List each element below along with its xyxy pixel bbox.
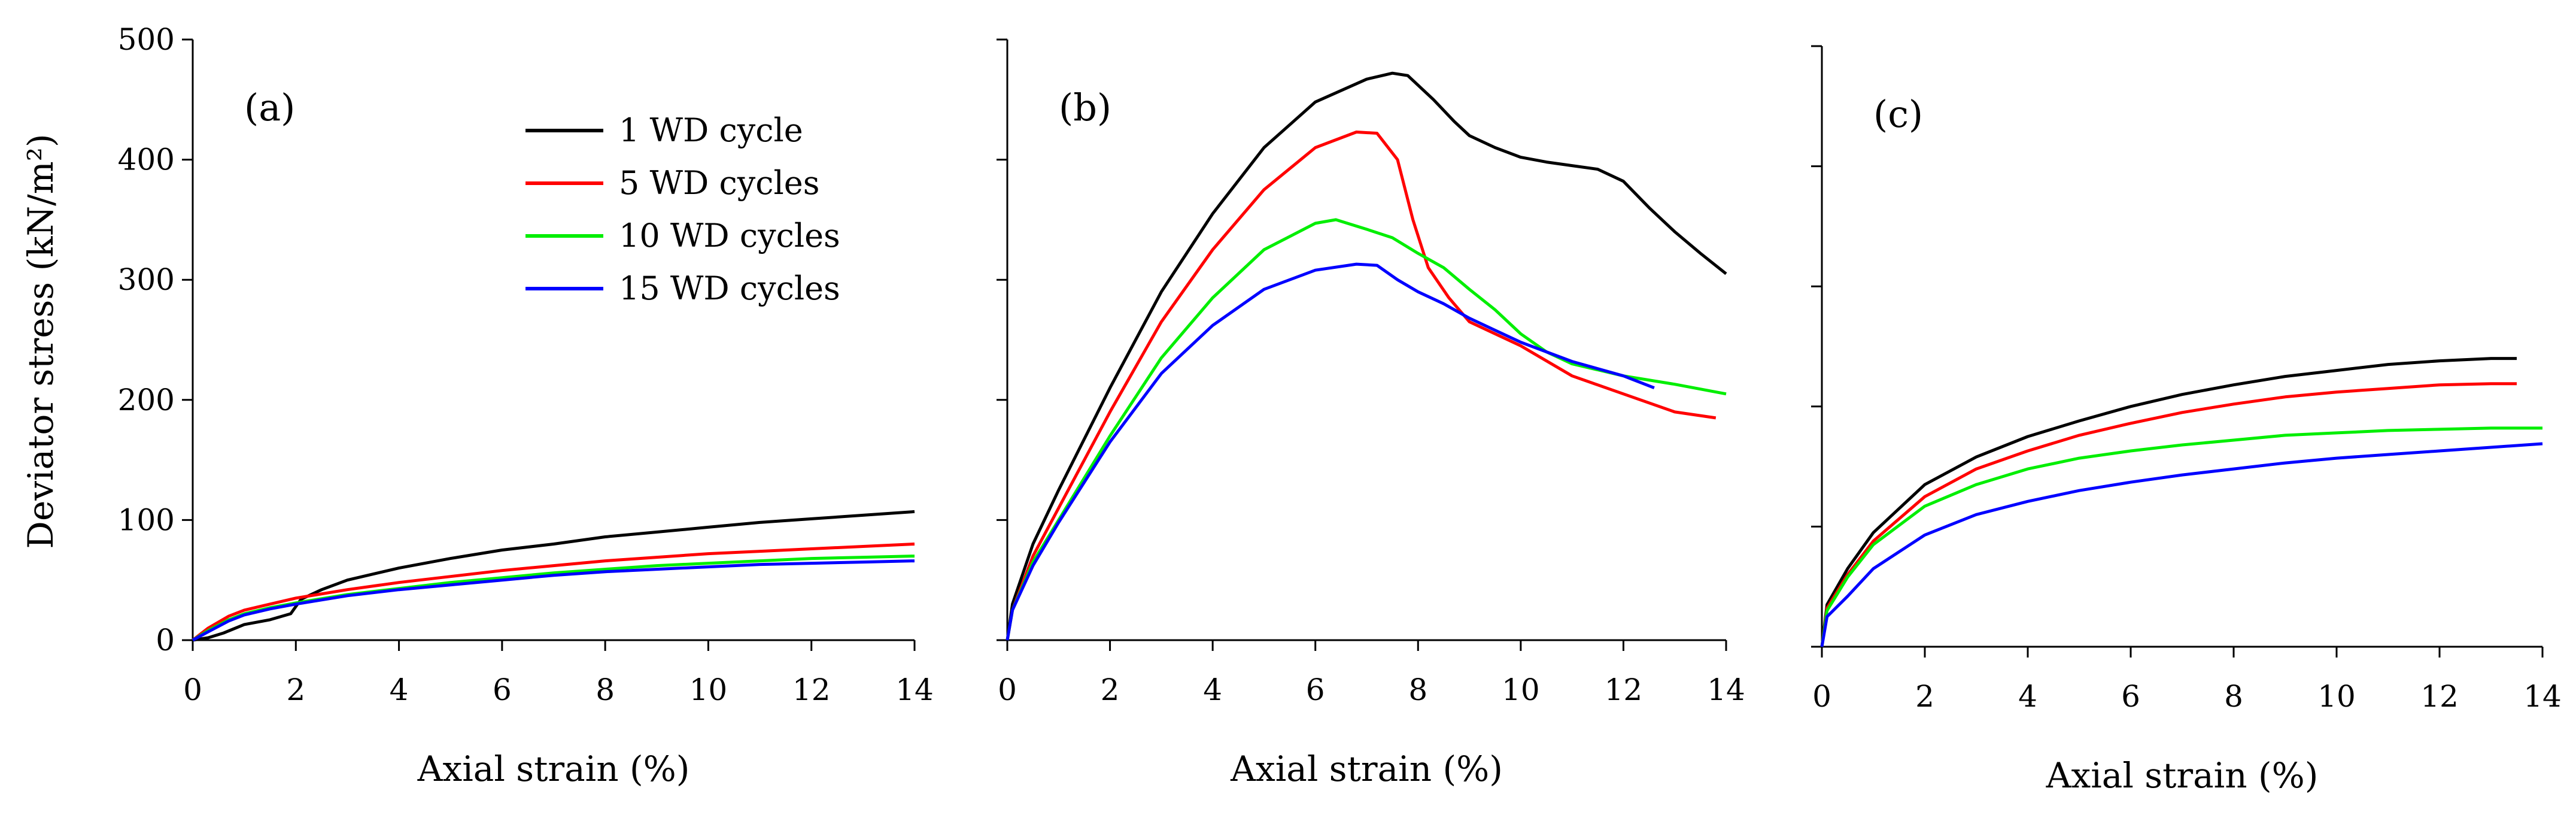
panel-label: (c) — [1873, 92, 1923, 136]
series-line-1 — [1006, 71, 1727, 641]
x-tick-label: 0 — [1812, 679, 1831, 714]
x-tick-label: 14 — [2523, 679, 2562, 714]
legend-label-2: 5 WD cycles — [619, 164, 819, 202]
x-tick-label: 14 — [895, 672, 934, 707]
legend-label-4: 15 WD cycles — [619, 269, 840, 307]
x-tick-label: 10 — [689, 672, 728, 707]
series-line-3 — [1006, 218, 1727, 641]
legend-label-3: 10 WD cycles — [619, 217, 840, 255]
panel-1: 0 100 200 300 400 500 0 2 4 6 8 10 12 14 Axial strain … — [118, 22, 934, 789]
series-line-3 — [1820, 426, 2542, 647]
x-axis-title: Axial strain (%) — [417, 749, 690, 789]
x-tick-label: 10 — [1502, 672, 1540, 707]
x-tick-label: 6 — [1306, 672, 1325, 707]
panel-label: (a) — [244, 86, 295, 129]
series-line-4 — [1820, 442, 2543, 647]
x-tick-label: 6 — [2121, 679, 2140, 714]
y-tick-label: 400 — [118, 143, 175, 177]
x-tick-label: 0 — [998, 672, 1017, 707]
x-tick-label: 14 — [1707, 672, 1745, 707]
y-tick-label: 0 — [156, 623, 175, 658]
y-tick-label: 500 — [118, 22, 175, 57]
x-tick-label: 8 — [1408, 672, 1427, 707]
x-axis-title: Axial strain (%) — [2046, 755, 2319, 796]
legend-label-1: 1 WD cycle — [619, 111, 803, 149]
series-line-1 — [1820, 357, 2517, 647]
x-tick-label: 4 — [2018, 679, 2037, 714]
series-line-1 — [192, 510, 915, 642]
series-line-2 — [192, 543, 915, 641]
y-axis-title: Deviator stress (kN/m²) — [20, 134, 61, 549]
y-tick-label: 100 — [118, 502, 175, 537]
x-tick-label: 8 — [2224, 679, 2243, 714]
series-line-2 — [1006, 131, 1717, 641]
panel-2: 0 2 4 6 8 10 12 14 Axial strain (%) (b) — [997, 38, 1745, 789]
x-tick-label: 10 — [2317, 679, 2356, 714]
legend: 1 WD cycle 5 WD cycles 10 WD cycles 15 WD c… — [525, 111, 840, 307]
series-line-2 — [1820, 382, 2517, 647]
panel-label: (b) — [1059, 86, 1111, 129]
x-tick-label: 12 — [792, 672, 831, 707]
x-tick-label: 2 — [1101, 672, 1120, 707]
x-tick-label: 2 — [286, 672, 305, 707]
series-line-4 — [1006, 262, 1655, 641]
x-tick-label: 4 — [390, 672, 409, 707]
panel-3: 0 2 4 6 8 10 12 14 Axial strain (%) (c) — [1811, 45, 2562, 796]
x-tick-label: 8 — [596, 672, 615, 707]
x-tick-label: 12 — [2420, 679, 2459, 714]
y-tick-label: 200 — [118, 383, 175, 417]
x-tick-label: 12 — [1605, 672, 1643, 707]
x-axis-title: Axial strain (%) — [1230, 749, 1503, 789]
x-tick-label: 2 — [1915, 679, 1934, 714]
series-line-4 — [192, 559, 915, 642]
y-tick-label: 300 — [118, 262, 175, 297]
x-tick-label: 4 — [1203, 672, 1222, 707]
x-tick-label: 6 — [493, 672, 512, 707]
x-tick-label: 0 — [183, 672, 202, 707]
